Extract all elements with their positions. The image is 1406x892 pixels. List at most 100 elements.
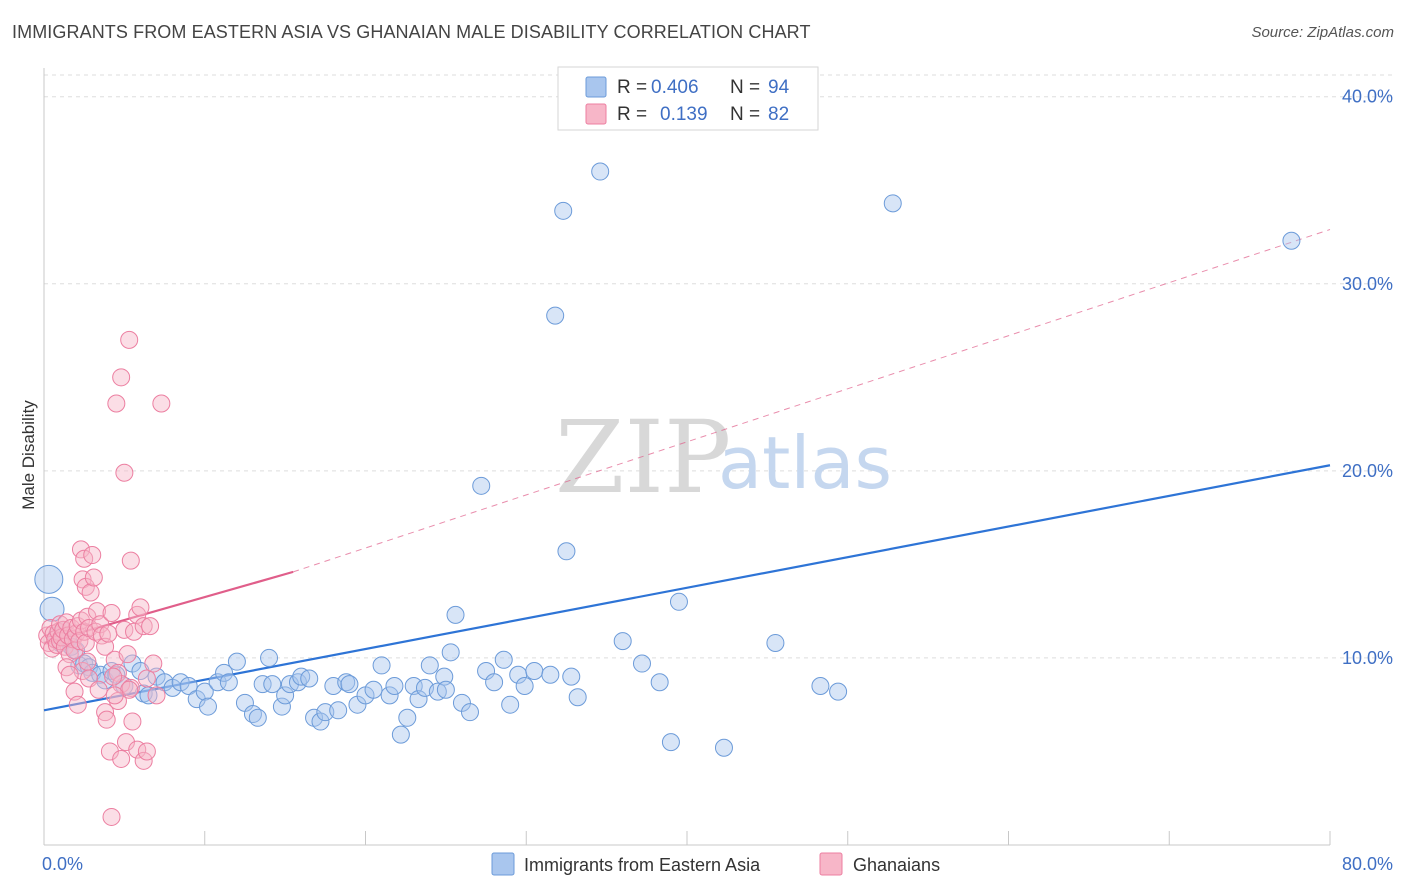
data-points: [34, 162, 1301, 826]
point-eastern-asia: [179, 676, 198, 695]
point-eastern-asia: [215, 663, 234, 682]
point-eastern-asia: [263, 675, 282, 694]
y-tick-label: 20.0%: [1342, 461, 1393, 481]
point-ghanaian: [123, 712, 142, 731]
x-tick-label: 0.0%: [42, 854, 83, 874]
point-eastern-asia: [829, 682, 848, 701]
legend-r-value-pink: 0.139: [660, 104, 708, 125]
point-eastern-asia: [766, 633, 785, 652]
point-eastern-asia: [219, 673, 238, 692]
y-axis-title: Male Disability: [19, 400, 38, 510]
bottom-legend-label-blue: Immigrants from Eastern Asia: [524, 855, 761, 875]
point-ghanaian: [137, 742, 156, 761]
bottom-legend-label-pink: Ghanaians: [853, 855, 940, 875]
point-ghanaian: [144, 654, 163, 673]
y-tick-labels: 10.0% 20.0% 30.0% 40.0%: [1342, 87, 1393, 668]
point-ghanaian: [102, 604, 121, 623]
point-ghanaian: [147, 686, 166, 705]
point-ghanaian: [68, 695, 87, 714]
point-eastern-asia: [340, 675, 359, 694]
point-eastern-asia: [260, 648, 279, 667]
point-ghanaian: [70, 632, 89, 651]
point-eastern-asia: [591, 162, 610, 181]
trendline-ghanaians: [43, 570, 294, 645]
point-eastern-asia: [300, 669, 319, 688]
legend-n-label: N =: [730, 104, 760, 125]
point-eastern-asia: [811, 676, 830, 695]
point-ghanaian: [89, 680, 108, 699]
point-ghanaian: [118, 645, 137, 664]
point-ghanaian: [116, 733, 135, 752]
legend-swatch-pink: [585, 103, 607, 125]
point-ghanaian: [112, 368, 131, 387]
point-eastern-asia: [613, 632, 632, 651]
point-eastern-asia: [460, 703, 479, 722]
point-ghanaian: [97, 710, 116, 729]
point-ghanaian: [137, 669, 156, 688]
point-eastern-asia: [472, 476, 491, 495]
watermark-zip: ZIP: [555, 399, 731, 516]
point-ghanaian: [105, 686, 124, 705]
point-eastern-asia: [311, 712, 330, 731]
point-eastern-asia: [554, 201, 573, 220]
source-label: Source: ZipAtlas.com: [1251, 24, 1394, 41]
point-eastern-asia: [276, 686, 295, 705]
bottom-legend-swatch-blue: [491, 852, 515, 876]
point-eastern-asia: [485, 673, 504, 692]
legend-r-value-blue: 0.406: [651, 77, 699, 98]
y-tick-label: 10.0%: [1342, 648, 1393, 668]
x-tick-labels: 0.0% 80.0%: [42, 854, 1393, 874]
point-eastern-asia: [669, 592, 688, 611]
point-eastern-asia: [546, 306, 565, 325]
point-eastern-asia: [337, 673, 356, 692]
point-eastern-asia: [501, 695, 520, 714]
point-eastern-asia: [227, 652, 246, 671]
point-eastern-asia: [195, 682, 214, 701]
point-ghanaian: [84, 568, 103, 587]
trendline-eastern-asia: [43, 464, 1331, 712]
point-eastern-asia: [272, 697, 291, 716]
bottom-legend-swatch-pink: [819, 852, 843, 876]
point-eastern-asia: [562, 667, 581, 686]
point-eastern-asia: [632, 654, 651, 673]
watermark-atlas: atlas: [718, 421, 892, 505]
point-ghanaian: [112, 749, 131, 768]
point-eastern-asia: [650, 673, 669, 692]
point-ghanaian: [78, 652, 97, 671]
axes: [43, 68, 1331, 846]
point-eastern-asia: [441, 643, 460, 662]
point-eastern-asia: [198, 697, 217, 716]
trendlines: [43, 229, 1331, 712]
point-eastern-asia: [883, 194, 902, 213]
point-eastern-asia: [515, 676, 534, 695]
point-eastern-asia: [34, 564, 64, 594]
point-ghanaian: [99, 624, 118, 643]
point-eastern-asia: [541, 665, 560, 684]
legend-r-label: R =: [617, 77, 647, 98]
y-tick-label: 40.0%: [1342, 87, 1393, 107]
point-ghanaian: [71, 540, 90, 559]
point-eastern-asia: [409, 690, 428, 709]
point-ghanaian: [60, 665, 79, 684]
point-eastern-asia: [420, 656, 439, 675]
point-ghanaian: [120, 330, 139, 349]
chart-title: IMMIGRANTS FROM EASTERN ASIA VS GHANAIAN…: [12, 22, 811, 42]
legend-r-label: R =: [617, 104, 647, 125]
point-eastern-asia: [1282, 231, 1301, 250]
bottom-legend: Immigrants from Eastern Asia Ghanaians: [491, 852, 940, 876]
top-legend: R = 0.406 N = 94 R = 0.139 N = 82: [557, 66, 819, 131]
point-ghanaian: [96, 703, 115, 722]
point-ghanaian: [102, 807, 121, 826]
point-eastern-asia: [568, 688, 587, 707]
point-eastern-asia: [525, 662, 544, 681]
point-ghanaian: [134, 617, 153, 636]
point-eastern-asia: [435, 667, 454, 686]
legend-n-value-pink: 82: [768, 104, 789, 125]
point-eastern-asia: [391, 725, 410, 744]
point-eastern-asia: [446, 605, 465, 624]
point-eastern-asia: [385, 676, 404, 695]
point-eastern-asia: [494, 650, 513, 669]
point-ghanaian: [100, 742, 119, 761]
x-tick-label: 80.0%: [1342, 854, 1393, 874]
